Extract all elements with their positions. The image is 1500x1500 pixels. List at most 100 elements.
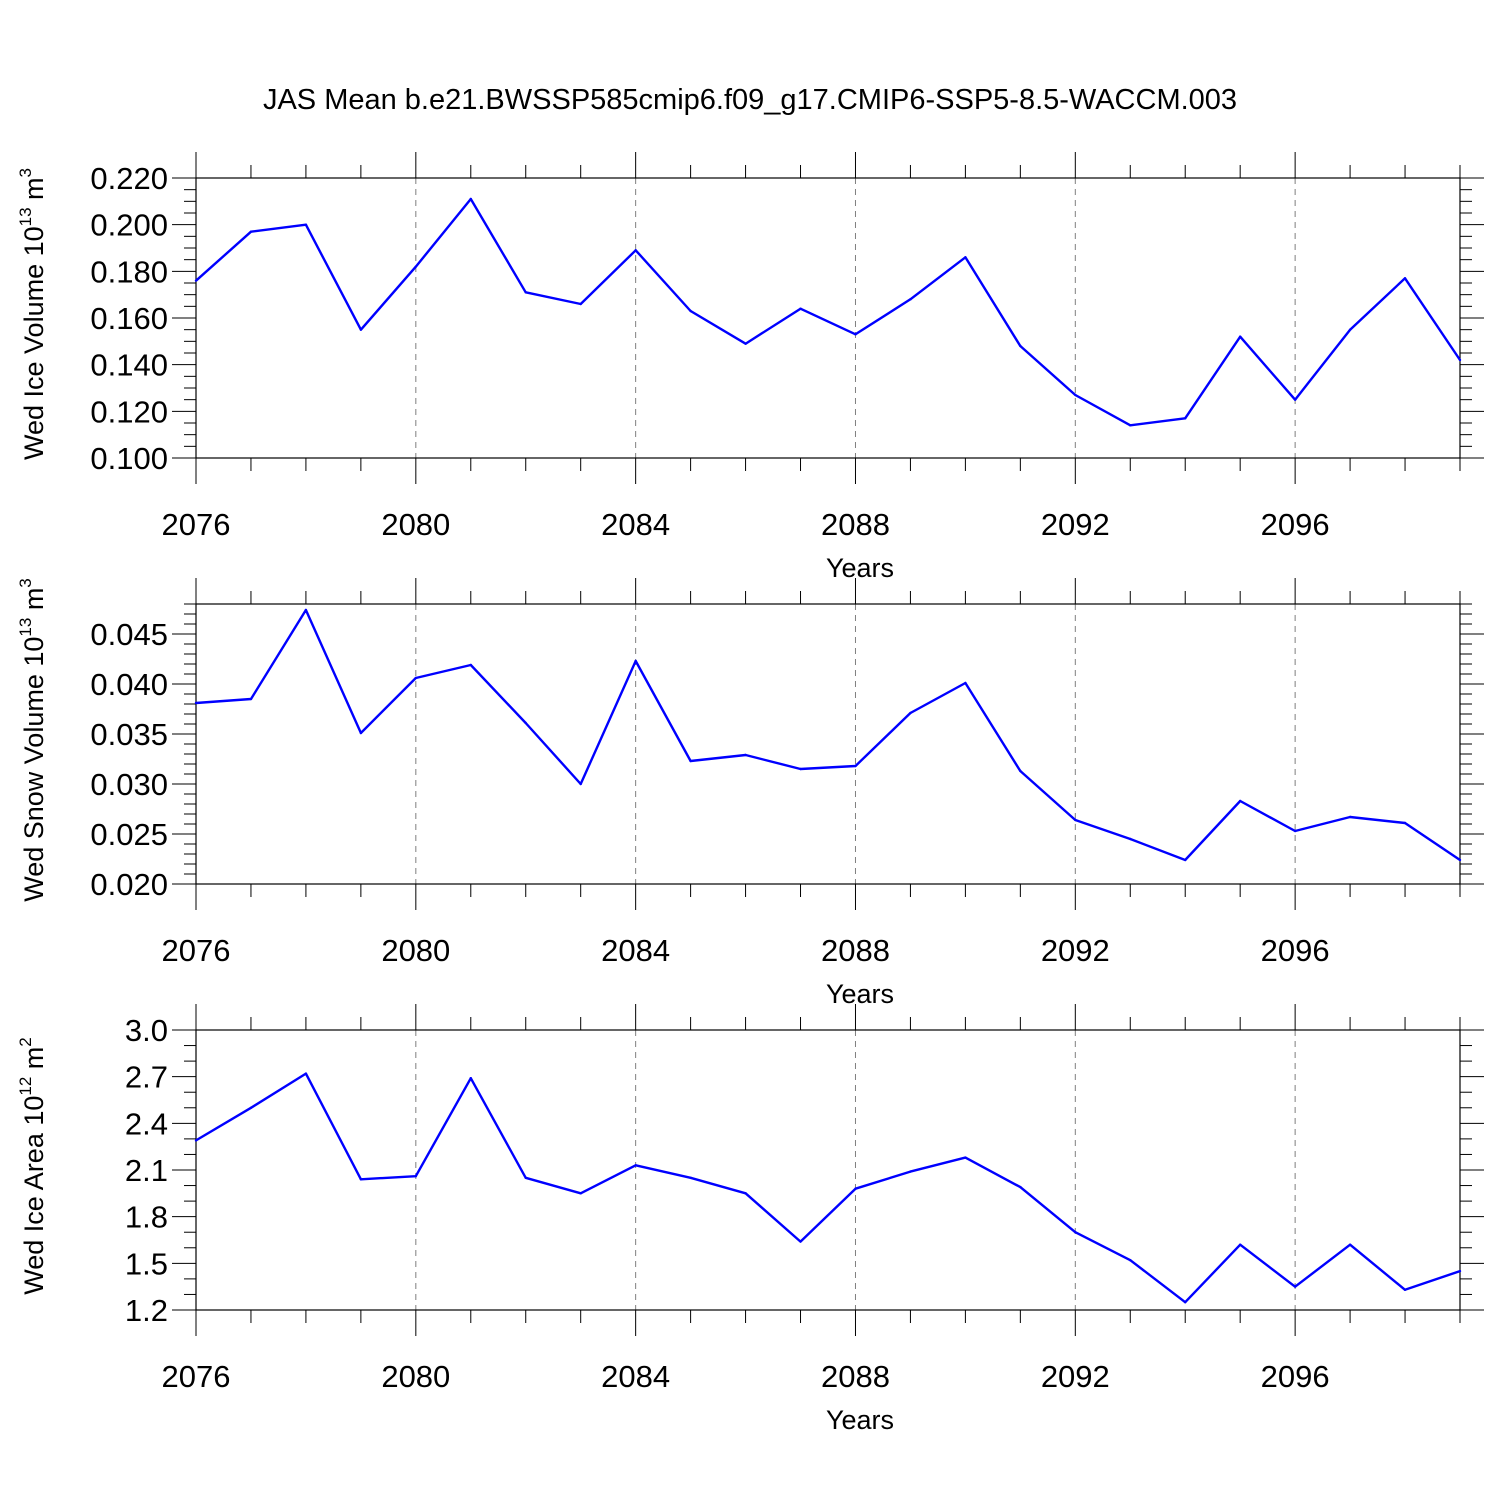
panel2-data-point xyxy=(1019,769,1022,773)
panel2-y-tick-label: 0.045 xyxy=(90,617,168,652)
panel2-data-point xyxy=(909,711,912,715)
panel2-data-point xyxy=(634,659,637,663)
panel3-data-point xyxy=(1348,1243,1352,1246)
panel1-x-tick-label: 2088 xyxy=(821,507,890,542)
panel3-data-point xyxy=(744,1192,747,1195)
panel1-y-tick-label: 0.220 xyxy=(90,161,168,196)
panel1-y-axis-label-ylabel-unit: m xyxy=(19,177,49,207)
panel1-data-point xyxy=(1074,393,1077,397)
panel1-data-point xyxy=(194,279,198,282)
panel1-data-point xyxy=(1293,398,1297,401)
panel2-y-tick-label: 0.030 xyxy=(90,767,168,802)
panel3-data-point xyxy=(194,1139,198,1142)
panel1-data-point xyxy=(1184,417,1187,420)
panel3-data-point xyxy=(579,1192,582,1195)
panel2-y-tick-label: 0.040 xyxy=(90,667,168,702)
panel3-data-point xyxy=(854,1187,857,1190)
panel3-x-tick-label: 2088 xyxy=(821,1359,890,1394)
panel2-x-tick-label: 2088 xyxy=(821,933,890,968)
panel2-data-point xyxy=(1129,837,1132,841)
panel1-x-tick-label: 2084 xyxy=(601,507,670,542)
panel3-y-tick-label: 2.7 xyxy=(125,1060,168,1095)
panel3-x-tick-label: 2084 xyxy=(601,1359,670,1394)
panel3-y-tick-label: 1.8 xyxy=(125,1200,168,1235)
panel1-y-tick-label: 0.140 xyxy=(90,348,168,383)
panel2-series-line xyxy=(195,608,1461,862)
panel2-data-point xyxy=(304,608,308,612)
panel2-data-point xyxy=(579,782,582,786)
panel3-y-tick-label: 3.0 xyxy=(125,1013,168,1048)
panel1-data-point xyxy=(799,307,802,310)
panel1-y-axis-label-ylabel: Wed Ice Volume 10 xyxy=(19,226,49,460)
panel3-data-point xyxy=(909,1170,912,1173)
panel3-data-point xyxy=(1184,1301,1187,1304)
panel1-x-tick-label: 2076 xyxy=(162,507,231,542)
panel1-y-tick-label: 0.100 xyxy=(90,441,168,476)
panel1-y-axis-label-ylabel-unit-exp: 3 xyxy=(16,168,35,177)
panel2-data-point xyxy=(1293,829,1297,833)
panel1-data-point xyxy=(1458,358,1462,362)
panel1-y-axis-label: Wed Ice Volume 1013 m3 xyxy=(16,168,49,460)
panel1-data-point xyxy=(909,298,912,301)
panel1-y-tick-label: 0.160 xyxy=(90,301,168,336)
panel3-data-point xyxy=(1238,1243,1242,1246)
panel1-data-point xyxy=(414,265,418,268)
panel3-y-axis-label-ylabel-exp: 12 xyxy=(16,1077,35,1096)
panel3-data-point xyxy=(1293,1285,1297,1288)
panel3-data-point xyxy=(799,1240,802,1243)
panel1-y-axis-label-ylabel-exp: 13 xyxy=(16,207,35,226)
panel2-data-point xyxy=(1238,799,1242,803)
panel3-data-point xyxy=(1403,1288,1407,1291)
panel3-x-tick-label: 2096 xyxy=(1261,1359,1330,1394)
panel3-x-tick-label: 2092 xyxy=(1041,1359,1110,1394)
panel1-series-line xyxy=(195,197,1461,427)
panel1-x-tick-label: 2092 xyxy=(1041,507,1110,542)
panel1-y-tick-label: 0.200 xyxy=(90,208,168,243)
panel3-x-tick-label: 2080 xyxy=(381,1359,450,1394)
panel1-data-point xyxy=(359,328,363,331)
panel2-y-tick-label: 0.035 xyxy=(90,717,168,752)
panel1-x-axis-label: Years xyxy=(826,553,894,583)
panel1-data-point xyxy=(854,333,857,336)
panel3-y-axis-label: Wed Ice Area 1012 m2 xyxy=(16,1037,49,1295)
panel1-y-tick-label: 0.180 xyxy=(90,254,168,289)
panel2-data-point xyxy=(359,731,363,735)
panel2-data-point xyxy=(1184,858,1187,862)
panel2-x-tick-label: 2084 xyxy=(601,933,670,968)
panel3-data-point xyxy=(1129,1259,1132,1262)
panel2-x-tick-label: 2096 xyxy=(1261,933,1330,968)
panel2-data-point xyxy=(1348,815,1352,819)
panel3-y-tick-label: 2.1 xyxy=(125,1153,168,1188)
panel3-data-point xyxy=(634,1164,637,1167)
panel3-y-tick-label: 2.4 xyxy=(125,1106,168,1141)
panel2-y-axis-label-ylabel-unit-exp: 3 xyxy=(16,578,35,587)
panel1-data-point xyxy=(964,256,967,259)
panel3-y-axis-label-ylabel-unit-exp: 2 xyxy=(16,1037,35,1046)
panel2-y-axis-label: Wed Snow Volume 1013 m3 xyxy=(16,578,49,902)
panel3-series-line xyxy=(195,1072,1461,1304)
panel1-data-point xyxy=(469,197,472,201)
panel2-data-point xyxy=(194,701,198,705)
panel3-data-point xyxy=(304,1072,308,1075)
panel1-data-point xyxy=(1403,277,1407,280)
panel2-x-axis-label: Years xyxy=(826,979,894,1009)
panel2-x-tick-label: 2092 xyxy=(1041,933,1110,968)
panel1-y-tick-label: 0.120 xyxy=(90,394,168,429)
panel2-x-tick-label: 2076 xyxy=(162,933,231,968)
panel2-data-point xyxy=(964,681,967,685)
panel3-x-tick-label: 2076 xyxy=(162,1359,231,1394)
panel3-data-point xyxy=(359,1178,363,1181)
panel1-data-point xyxy=(744,342,747,345)
panel1-data-point xyxy=(689,309,692,313)
panel2-data-point xyxy=(854,764,857,768)
panel3-data-point xyxy=(249,1106,253,1109)
panel3-data-point xyxy=(524,1176,527,1179)
panel1-x-tick-label: 2080 xyxy=(381,507,450,542)
panel2-y-axis-label-ylabel: Wed Snow Volume 10 xyxy=(19,637,49,902)
panel2-data-point xyxy=(689,759,692,763)
panel3-data-point xyxy=(1074,1231,1077,1234)
panel3-y-tick-label: 1.2 xyxy=(125,1293,168,1328)
panel2-data-point xyxy=(799,767,802,771)
panel2-data-point xyxy=(1458,858,1462,862)
